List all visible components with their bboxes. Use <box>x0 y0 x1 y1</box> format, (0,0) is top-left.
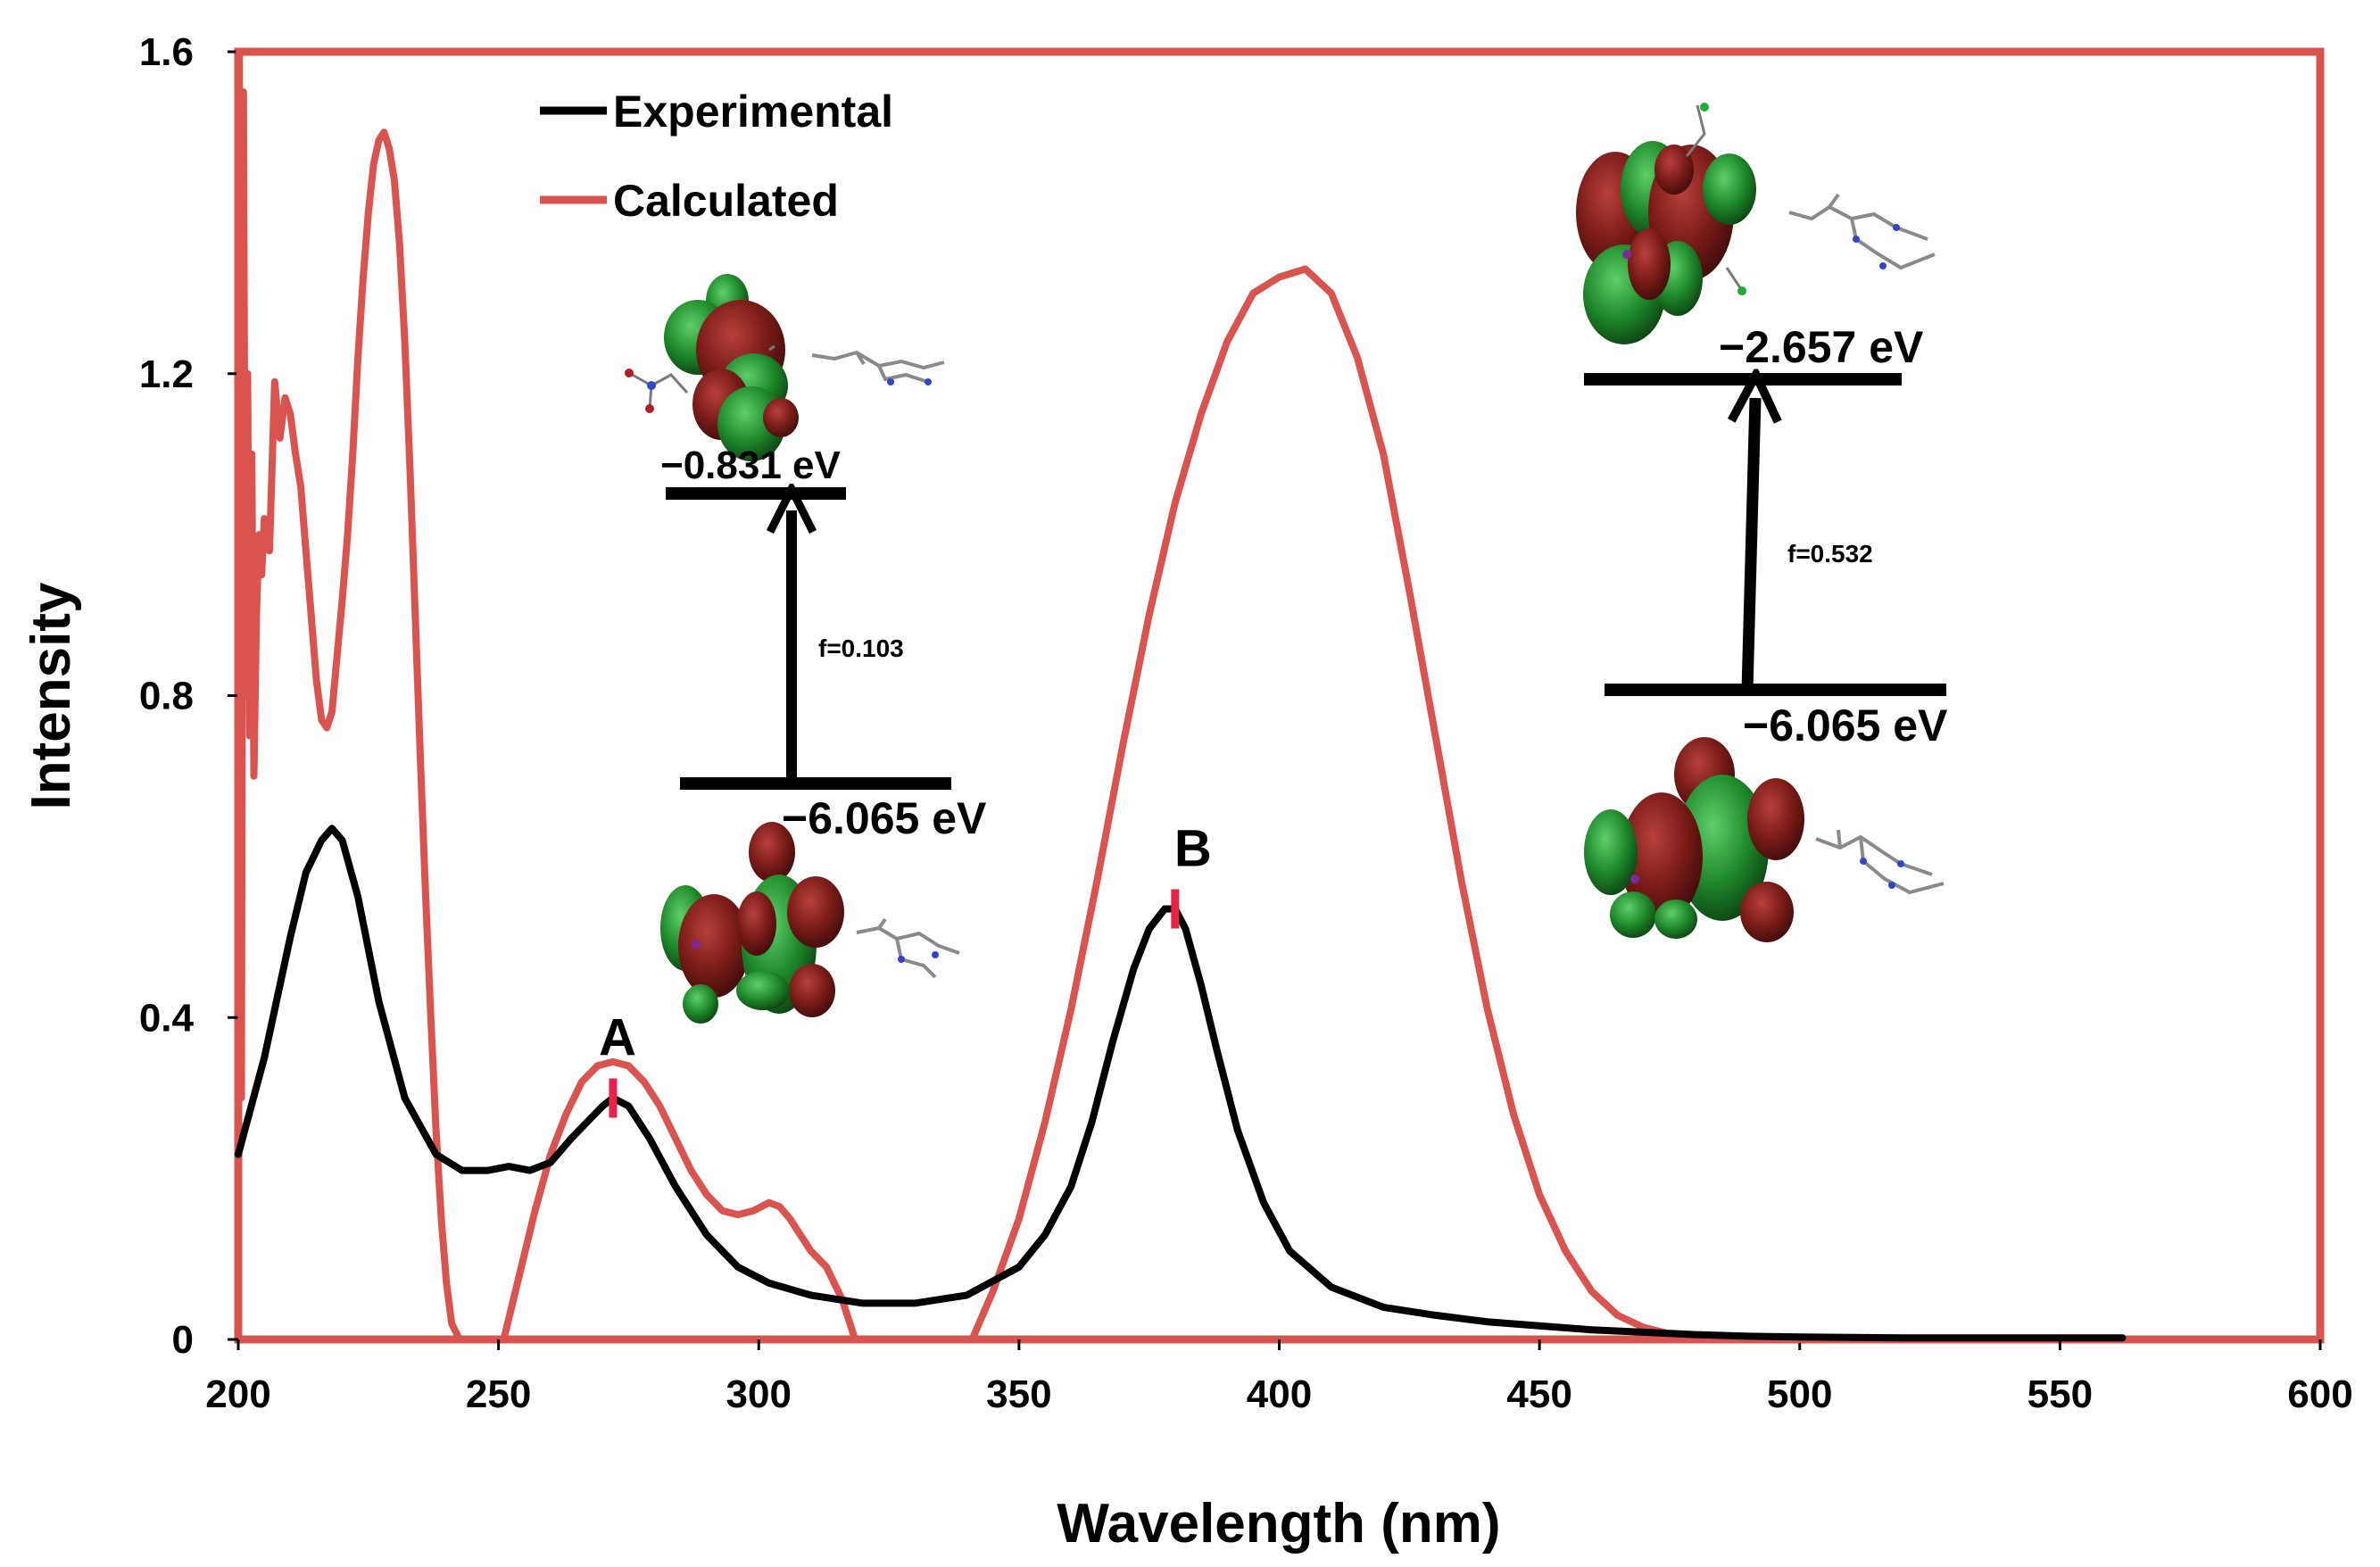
lumo-energy-label-2: −2.657 eV <box>1719 322 1924 372</box>
oscillator-strength-2: f=0.532 <box>1787 540 1873 568</box>
lumo-orbital-2 <box>1576 103 1756 344</box>
x-tick-label: 300 <box>726 1372 792 1416</box>
x-tick-label: 250 <box>466 1372 531 1416</box>
x-tick-label: 200 <box>205 1372 270 1416</box>
x-tick-label: 500 <box>1767 1372 1832 1416</box>
homo-orbital-2 <box>1584 737 1804 942</box>
axis-ticks <box>228 50 2322 1350</box>
peak-a-label: A <box>599 1008 636 1066</box>
series-line-experimental <box>235 825 2127 1342</box>
x-tick-label: 600 <box>2287 1372 2352 1416</box>
legend-label-calculated: Calculated <box>613 176 839 226</box>
x-tick-labels: 200 250 300 350 400 450 500 550 600 <box>205 1372 2352 1416</box>
transition-diagram-2: −2.657 eV f=0.532 −6.065 eV <box>1576 103 1948 942</box>
series-layer <box>235 48 2127 1343</box>
ligand-molecule-3 <box>1788 193 1936 270</box>
x-tick-label: 350 <box>986 1372 1051 1416</box>
homo-energy-label-2: −6.065 eV <box>1743 701 1948 750</box>
excitation-arrow-2 <box>1747 398 1755 691</box>
homo-orbital-1 <box>660 822 844 1024</box>
ligand-molecule-1 <box>811 350 945 386</box>
transition-diagram-1: −0.831 eV f=0.103 −6.065 eV <box>625 274 987 1024</box>
series-line-calculated-segment-1 <box>236 48 463 1343</box>
x-axis-title: Wavelength (nm) <box>1057 1493 1500 1555</box>
homo-energy-label-1: −6.065 eV <box>782 793 987 843</box>
y-tick-labels: 0 0.4 0.8 1.2 1.6 <box>139 30 195 1362</box>
legend: Experimental Calculated <box>540 87 893 226</box>
x-tick-label: 550 <box>2028 1372 2093 1416</box>
lumo-orbital-1 <box>625 274 799 461</box>
ligand-molecule-4 <box>1815 829 1945 895</box>
y-tick-label: 0.8 <box>139 675 194 718</box>
oscillator-strength-1: f=0.103 <box>818 634 904 662</box>
lumo-energy-label-1: −0.831 eV <box>660 444 841 487</box>
ligand-molecule-2 <box>856 917 960 979</box>
x-tick-label: 450 <box>1506 1372 1571 1416</box>
legend-label-experimental: Experimental <box>613 87 893 137</box>
x-tick-label: 400 <box>1247 1372 1312 1416</box>
peak-b-label: B <box>1174 819 1212 877</box>
y-axis-title: Intensity <box>21 582 82 809</box>
y-tick-label: 1.2 <box>139 352 194 396</box>
y-tick-label: 0 <box>172 1318 194 1362</box>
peak-layer: A B <box>599 819 1212 1118</box>
series-line-calculated-segment-2 <box>500 1057 859 1343</box>
y-tick-label: 1.6 <box>139 30 194 74</box>
y-tick-label: 0.4 <box>139 996 195 1040</box>
